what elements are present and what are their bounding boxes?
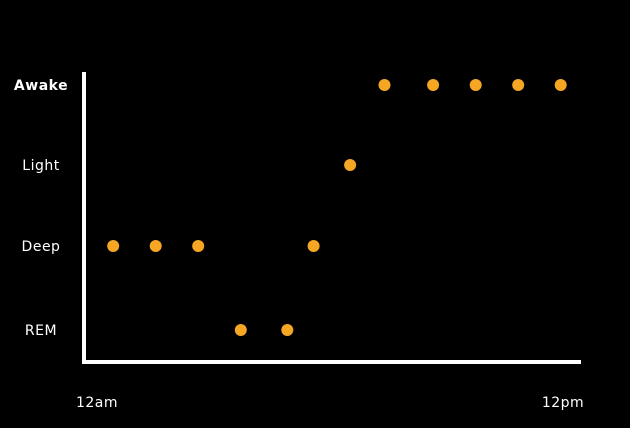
x-tick-label-0: 12am (76, 395, 118, 411)
data-point-5 (307, 240, 320, 252)
x-axis-labels: 12am 12pm (76, 395, 584, 411)
axes (82, 72, 581, 364)
data-point-7 (378, 79, 391, 91)
data-points (107, 79, 567, 336)
data-point-3 (234, 324, 247, 336)
data-point-11 (554, 79, 567, 91)
y-axis-labels: REM Deep Light Awake (14, 78, 68, 339)
x-tick-label-1: 12pm (542, 395, 584, 411)
data-point-1 (149, 240, 162, 252)
y-tick-label-light: Light (22, 158, 59, 174)
y-tick-label-rem: REM (25, 323, 57, 339)
data-point-6 (344, 159, 357, 171)
y-tick-label-awake: Awake (14, 78, 68, 94)
data-point-0 (107, 240, 120, 252)
data-point-9 (469, 79, 482, 91)
data-point-4 (281, 324, 294, 336)
y-tick-label-deep: Deep (22, 239, 61, 255)
data-point-8 (427, 79, 440, 91)
data-point-10 (512, 79, 525, 91)
data-point-2 (192, 240, 205, 252)
